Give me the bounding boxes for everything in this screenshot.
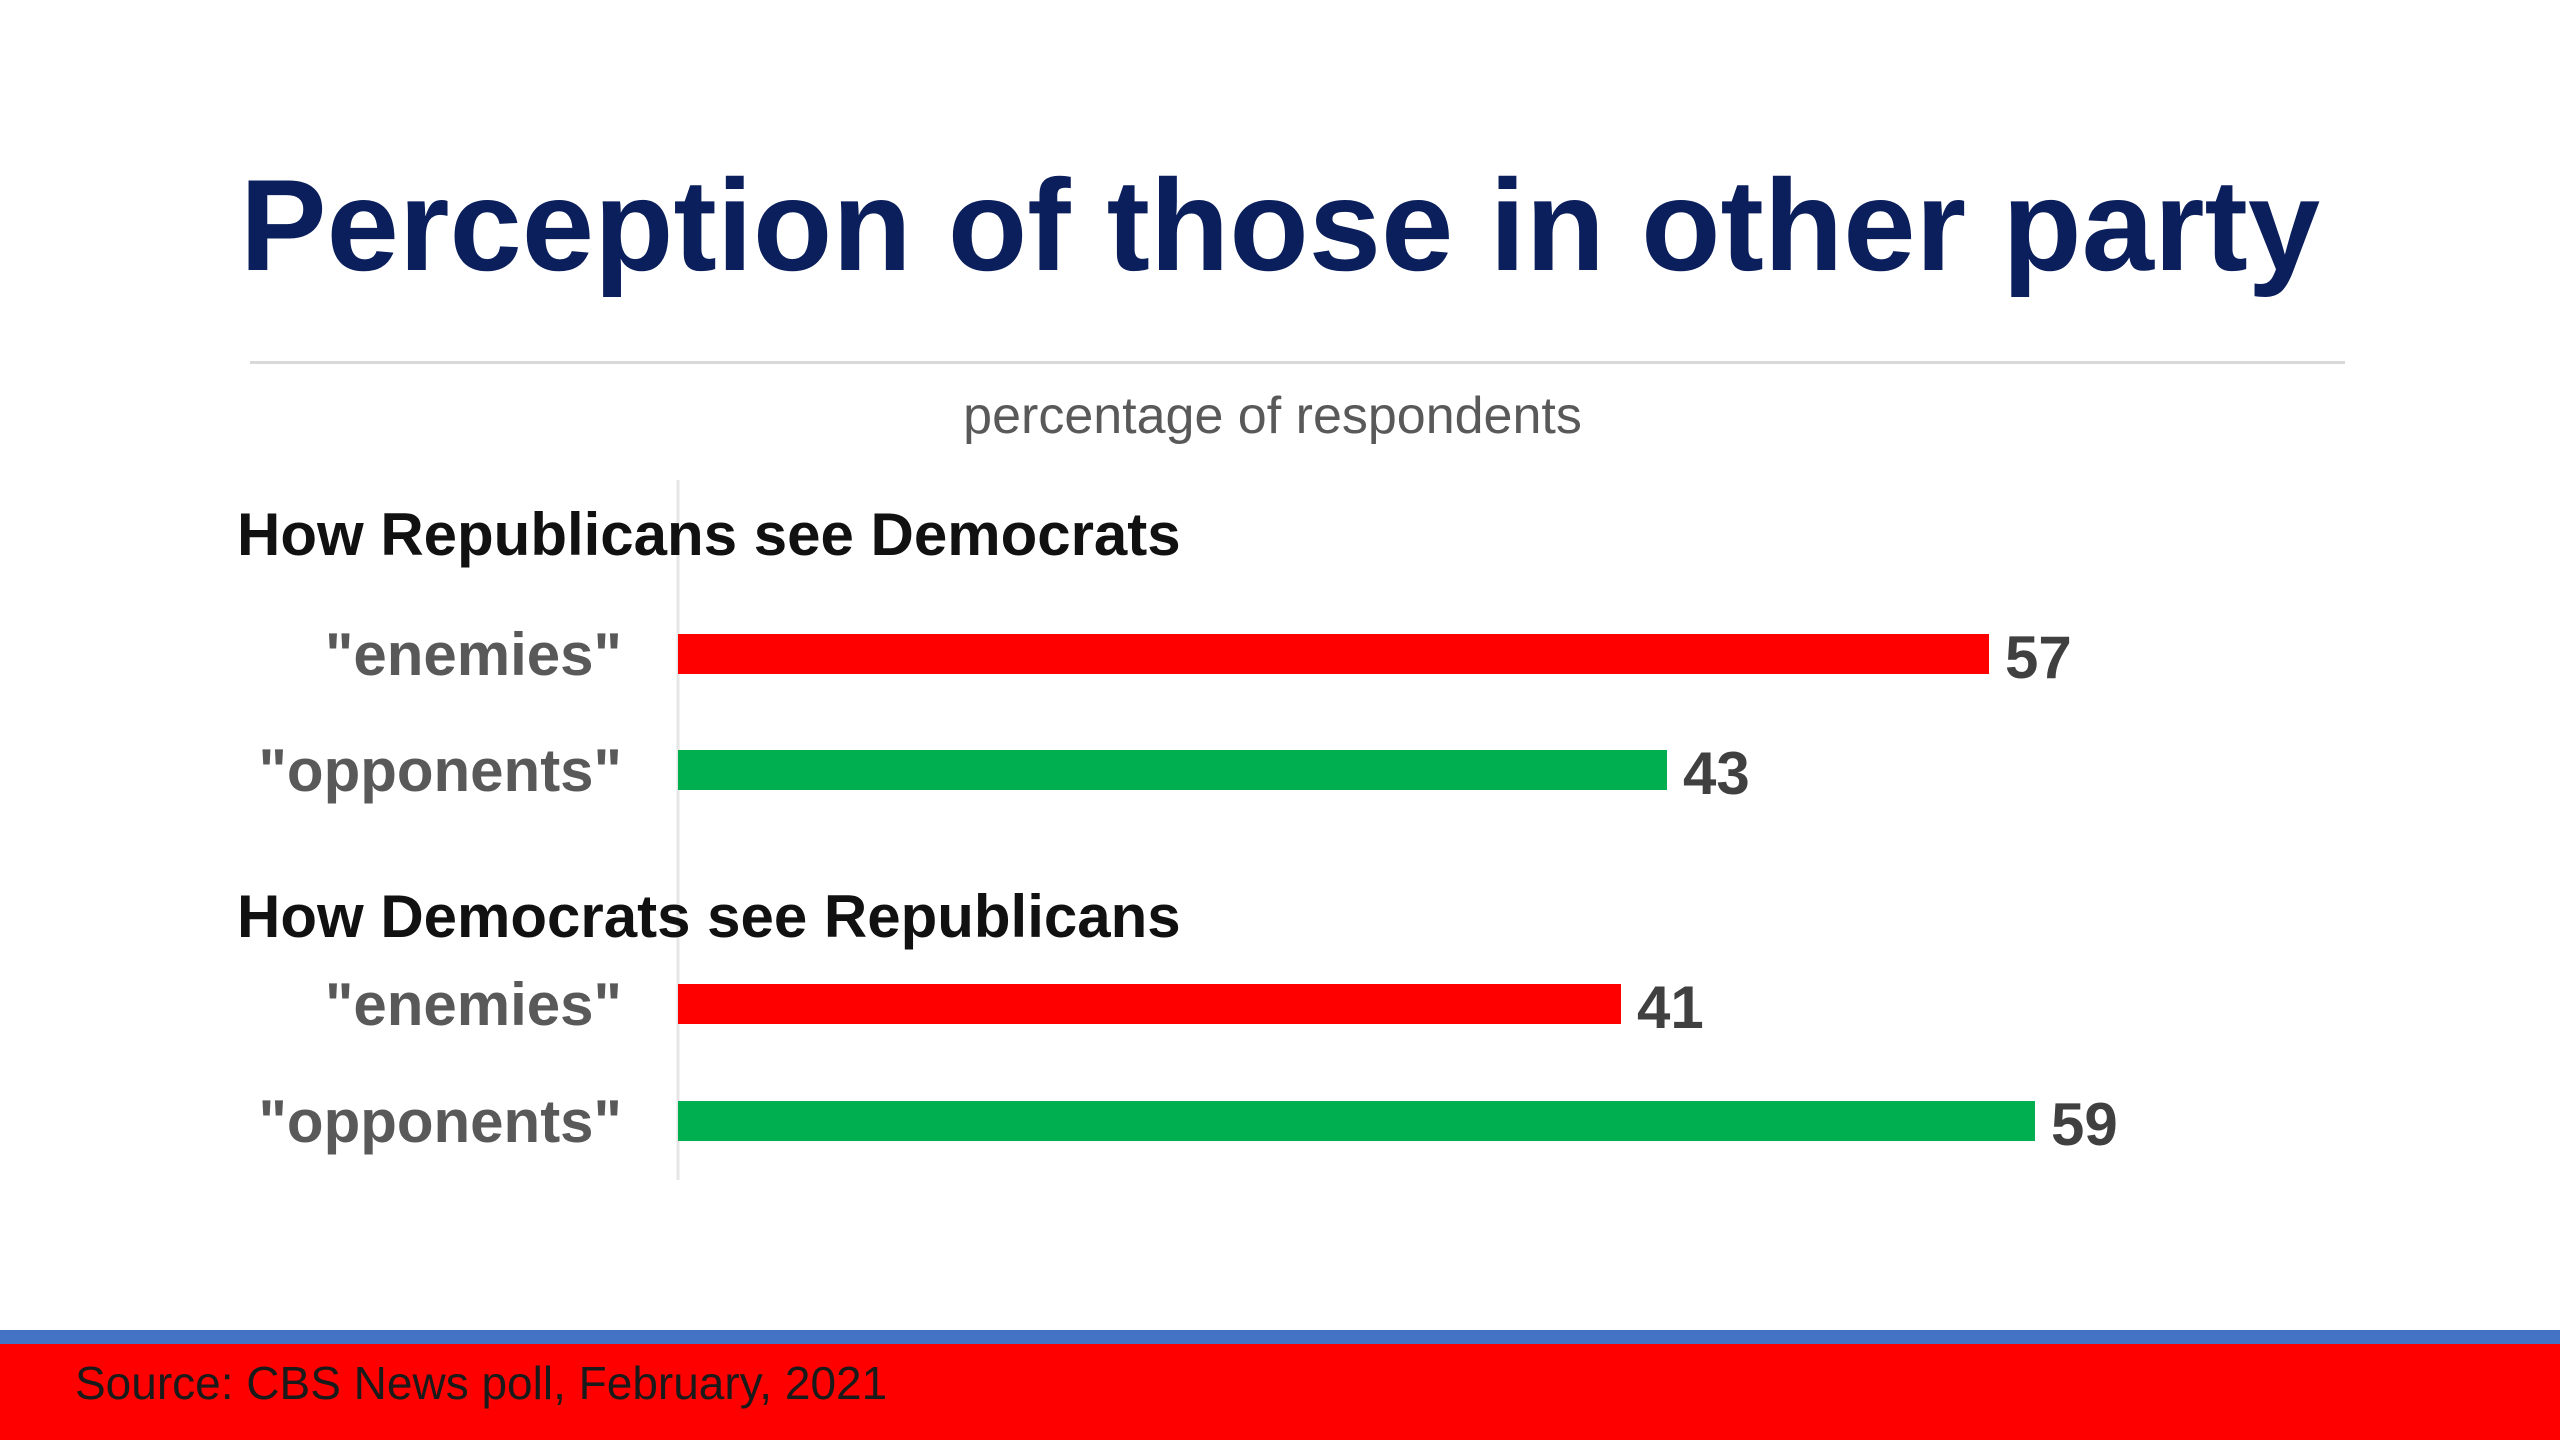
group-label-1: How Republicans see Democrats [237, 501, 1181, 568]
slide-title: Perception of those in other party [239, 152, 2321, 298]
source-note: Source: CBS News poll, February, 2021 [75, 1357, 888, 1409]
group-label-2: How Democrats see Republicans [237, 883, 1181, 950]
bar-enemies-group-2 [678, 984, 1621, 1024]
footer-band [0, 1344, 2560, 1440]
value-label: 57 [2005, 624, 2072, 691]
bar-opponents-group-2 [678, 1101, 2035, 1141]
bar-enemies-group-1 [678, 634, 1989, 674]
value-label: 41 [1637, 974, 1704, 1041]
bar-opponents-group-1 [678, 750, 1667, 790]
category-label: "opponents" [258, 737, 622, 804]
value-label: 43 [1683, 740, 1750, 807]
value-label: 59 [2051, 1091, 2118, 1158]
category-label: "enemies" [325, 621, 622, 688]
category-label: "enemies" [325, 971, 622, 1038]
footer-stripe [0, 1330, 2560, 1344]
chart-subtitle: percentage of respondents [963, 387, 1582, 445]
title-divider [250, 361, 2345, 364]
category-label: "opponents" [258, 1088, 622, 1155]
